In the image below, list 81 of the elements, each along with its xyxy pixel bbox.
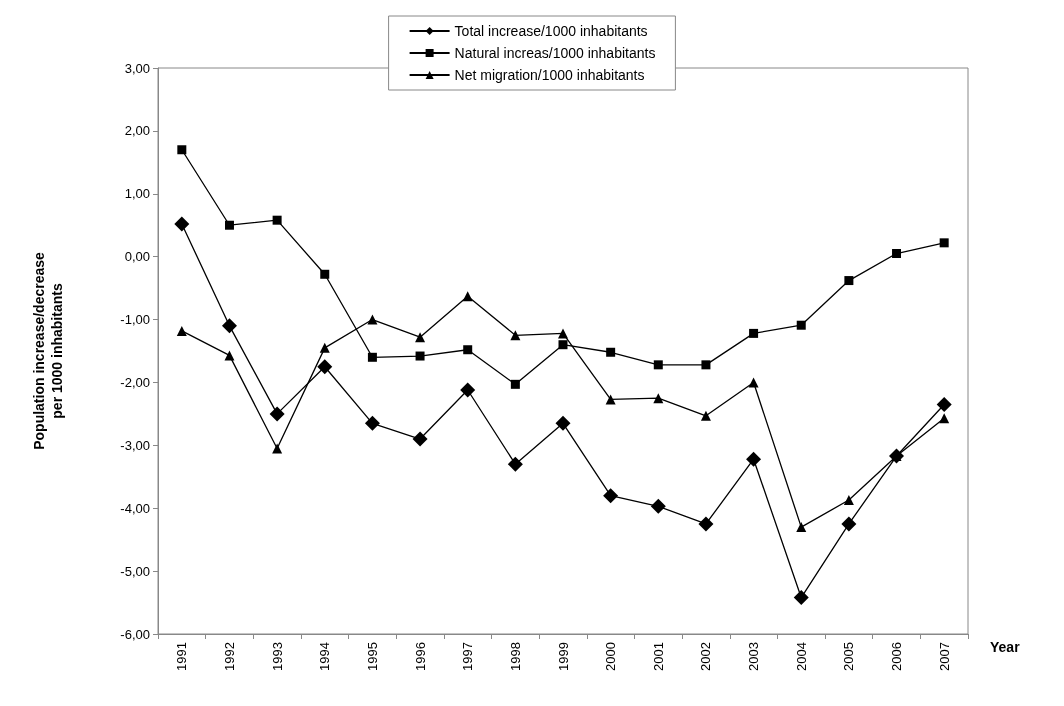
point [701,360,711,370]
point [412,431,428,447]
point [746,451,762,467]
x-tick-label: 2007 [936,642,952,671]
legend-label: Natural increas/1000 inhabitants [454,45,656,61]
x-axis-title: Year [990,639,1021,655]
point [843,495,854,506]
x-tick-label: 1993 [269,642,285,671]
point [841,516,857,532]
y-tick-label: -4,00 [120,500,150,516]
point [367,314,378,325]
point [558,328,568,339]
point [698,516,714,532]
point [177,145,187,155]
point [605,394,616,405]
point [892,249,902,259]
legend-label: Total increase/1000 inhabitants [454,23,648,39]
point [939,238,949,248]
x-tick-label: 2002 [698,642,714,671]
point [174,216,190,232]
point [939,413,950,424]
point [653,393,664,404]
point [650,498,666,514]
point [320,269,330,279]
point [844,276,854,286]
point [793,590,809,606]
x-tick-label: 2006 [889,642,905,671]
point [796,522,807,533]
point [221,318,237,334]
point [269,406,285,422]
point [558,340,568,350]
point [748,377,759,388]
x-tick-label: 2001 [650,642,666,671]
point [700,410,711,421]
point [796,320,806,330]
y-tick-label: 2,00 [124,123,150,139]
x-tick-label: 1999 [555,642,571,671]
x-tick-label: 1995 [364,642,380,671]
y-tick-label: -2,00 [120,374,150,390]
point [272,215,282,225]
legend-label: Net migration/1000 inhabitants [454,67,645,83]
y-tick-label: 1,00 [124,186,150,202]
x-tick-label: 1997 [460,642,476,671]
point [555,415,571,431]
y-tick-label: 3,00 [124,60,150,76]
x-tick-label: 1998 [507,642,523,671]
x-tick-label: 1994 [317,642,333,671]
y-tick-label: -5,00 [120,563,150,579]
y-tick-label: -3,00 [120,437,150,453]
x-tick-label: 2000 [603,642,619,671]
point [749,328,759,338]
point [936,396,952,412]
point [272,443,283,454]
point [224,350,235,361]
y-tick-label: -1,00 [120,312,150,328]
point [462,291,473,302]
point [176,325,187,336]
point [507,456,523,472]
point [606,347,616,357]
y-tick-label: 0,00 [124,249,150,265]
x-tick-label: 1991 [174,642,190,671]
point [460,382,476,398]
x-tick-label: 1996 [412,642,428,671]
x-tick-label: 2003 [746,642,762,671]
point [317,359,333,375]
point [603,488,619,504]
point [415,351,425,361]
point [463,345,473,355]
point [510,330,521,341]
point [319,342,330,353]
x-tick-label: 1992 [221,642,237,671]
x-tick-label: 2004 [793,642,809,671]
y-tick-label: -6,00 [120,626,150,642]
point [224,220,234,230]
point [510,379,520,389]
point [415,332,426,343]
y-axis-title: Population increase/decrease per 1000 inhabitants [31,251,65,450]
point [653,360,663,370]
point [367,352,377,362]
x-tick-label: 2005 [841,642,857,671]
point [364,415,380,431]
